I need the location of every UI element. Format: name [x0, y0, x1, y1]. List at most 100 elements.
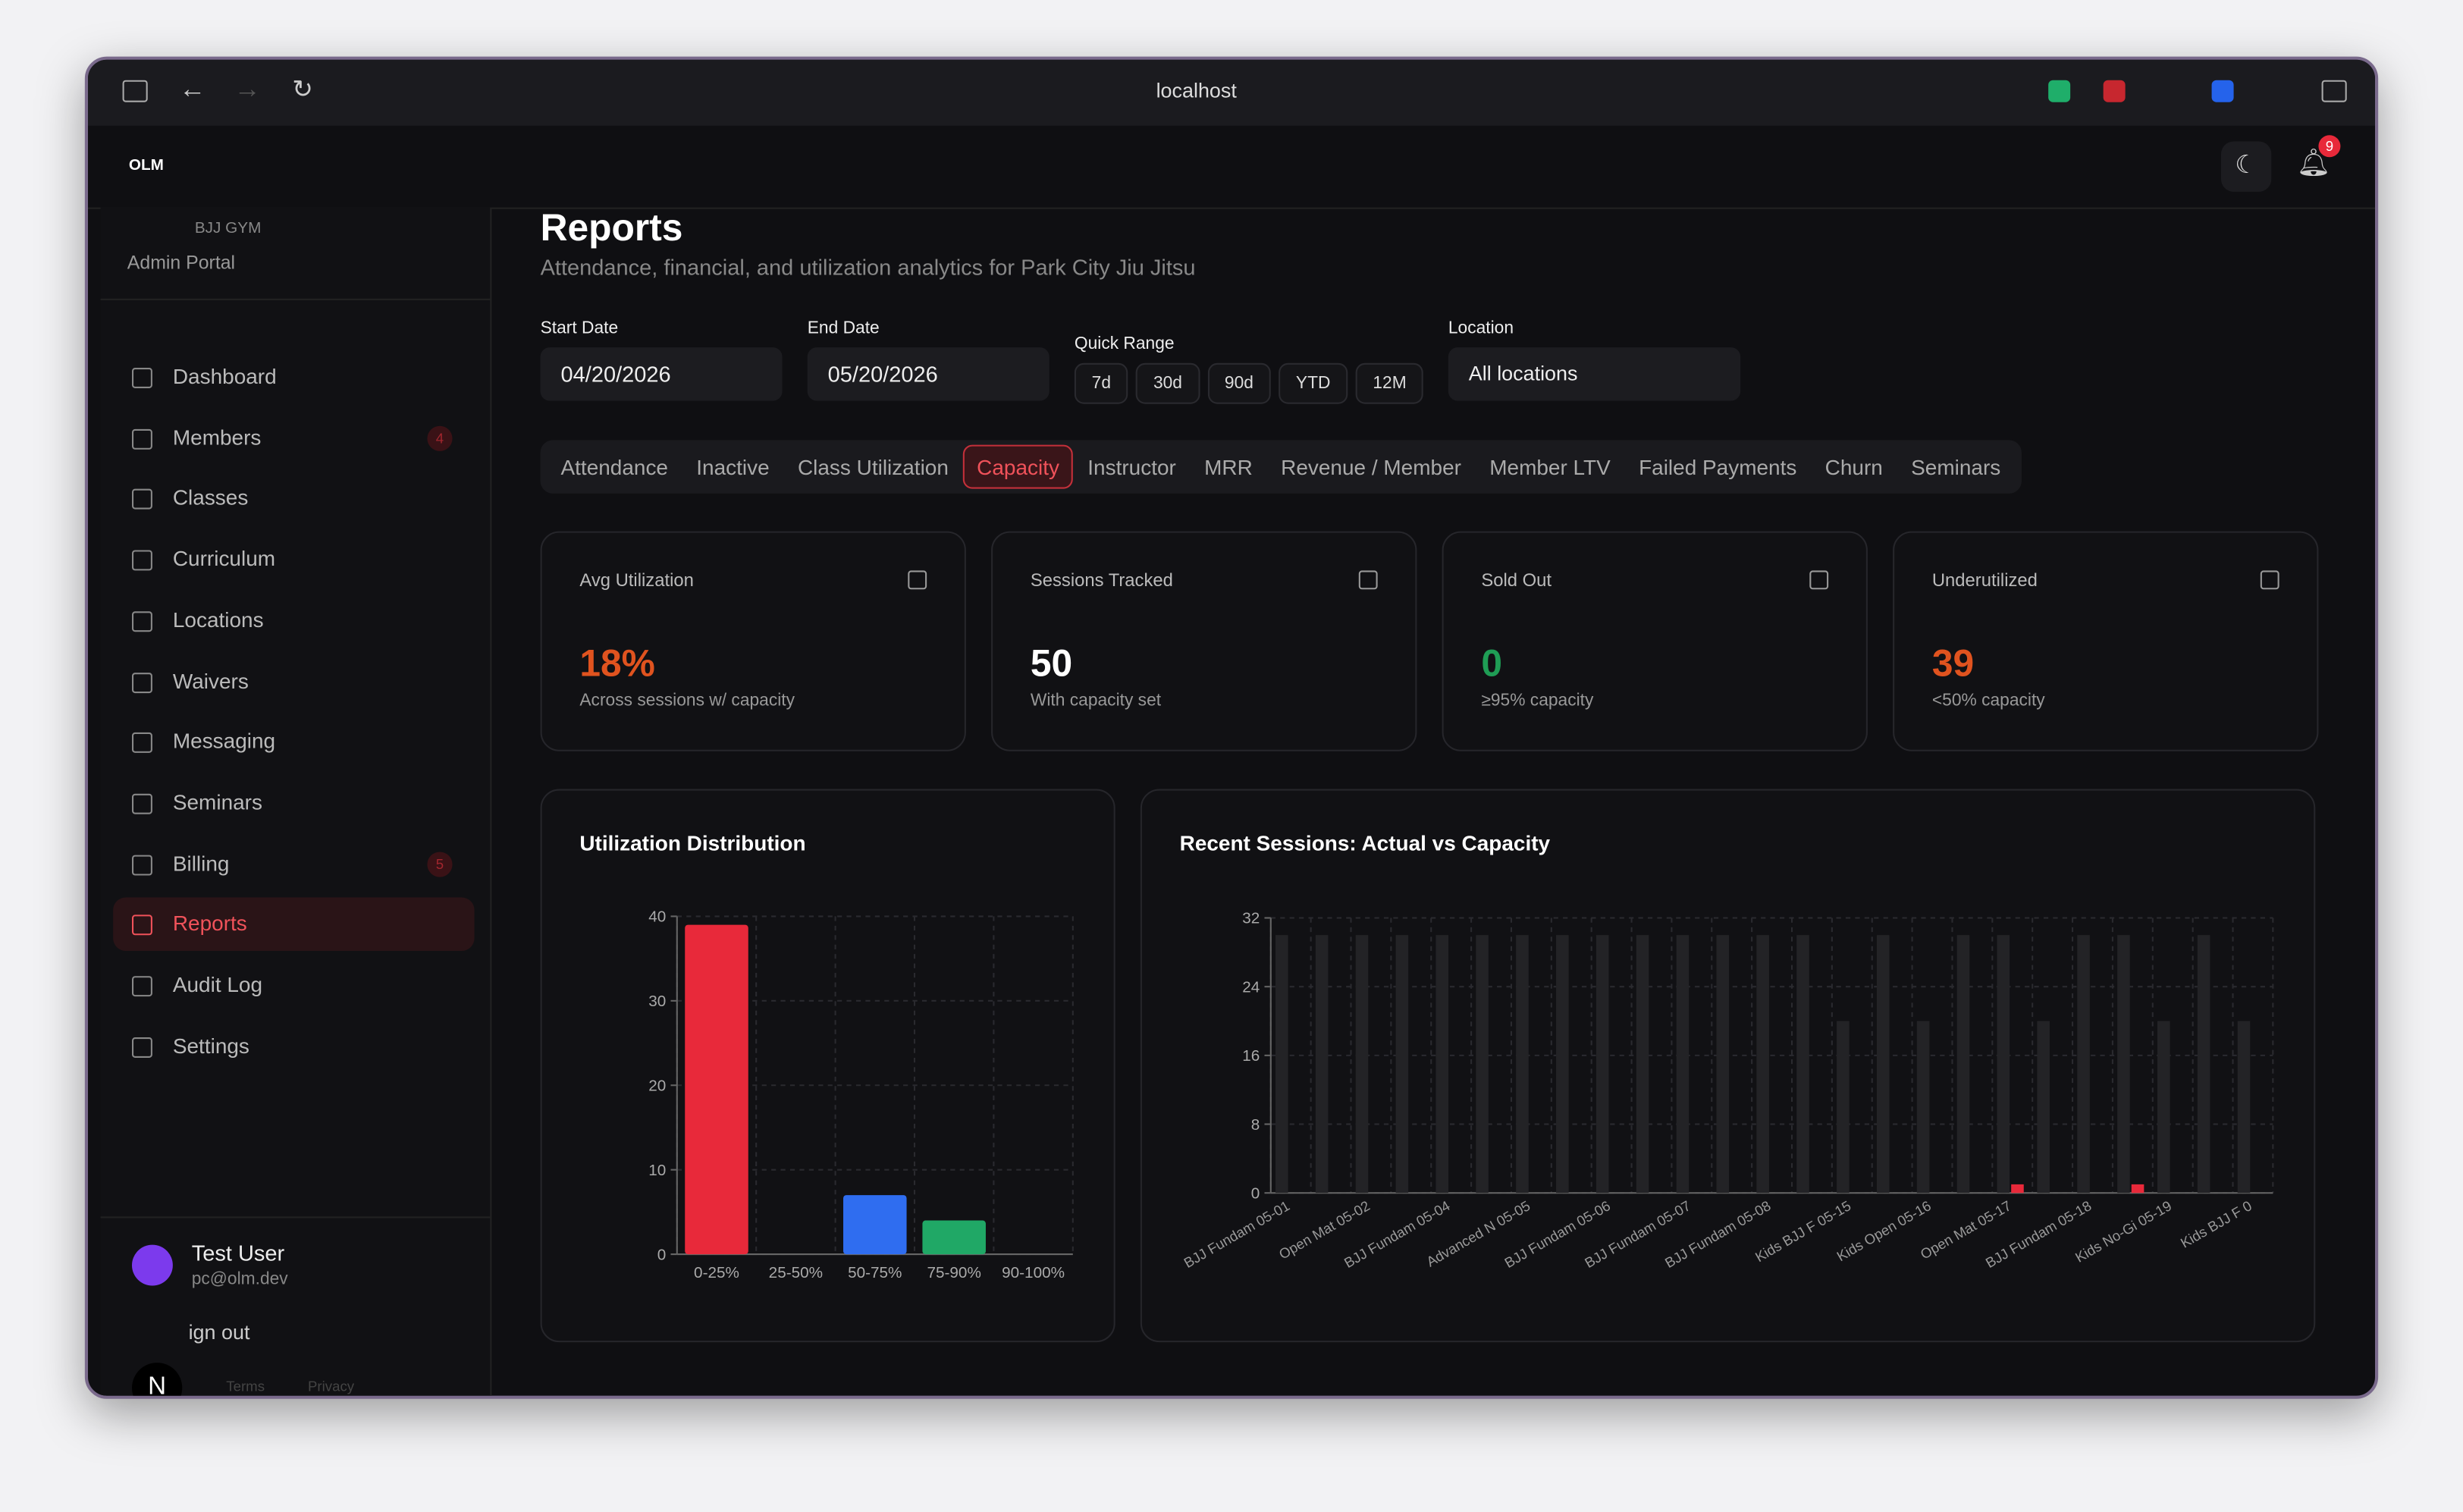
bar	[1395, 935, 1409, 1194]
tab[interactable]: MRR	[1204, 456, 1253, 480]
quick-range: 7d 30d 90d YTD 12M	[1074, 362, 1424, 404]
x-tick-label: 0-25%	[694, 1264, 739, 1281]
bar	[2011, 1184, 2024, 1194]
sign-out[interactable]: ign out	[188, 1320, 250, 1344]
sidebar-toggle[interactable]	[122, 80, 148, 102]
nav-icon	[132, 368, 152, 388]
bar	[1636, 935, 1649, 1194]
extension-icon[interactable]	[2103, 80, 2126, 102]
nav-icon	[132, 610, 152, 632]
kpi-value: 39	[1931, 642, 1975, 685]
quick-button[interactable]: 7d	[1074, 362, 1128, 404]
y-tick-label: 20	[648, 1077, 666, 1094]
x-tick-label: 25-50%	[769, 1264, 823, 1281]
y-tick-label: 0	[1251, 1184, 1260, 1202]
kpi-card: Sold Out 0 ≥95% capacity	[1442, 531, 1868, 751]
location-select[interactable]: All locations	[1448, 347, 1741, 401]
sidebar: BJJ GYM Admin Portal Test User pc@olm.de…	[100, 207, 492, 1396]
notification-badge: 9	[2318, 135, 2341, 158]
nav-badge: 5	[427, 851, 453, 877]
quick-button[interactable]: 30d	[1136, 362, 1200, 404]
bar	[1756, 935, 1769, 1194]
dev-badge[interactable]: N	[132, 1363, 183, 1396]
end-date[interactable]: 05/20/2026	[807, 347, 1050, 401]
quick-button[interactable]: YTD	[1279, 362, 1348, 404]
bar	[2197, 935, 2210, 1194]
tab[interactable]: Churn	[1825, 456, 1883, 480]
y-tick-label: 30	[648, 993, 666, 1010]
tab[interactable]: Failed Payments	[1639, 456, 1797, 480]
main: Reports Attendance, financial, and utili…	[490, 207, 2375, 1396]
user-name: Test User	[191, 1240, 285, 1266]
y-tick-label: 32	[1242, 910, 1260, 927]
divider	[100, 298, 491, 300]
split-view[interactable]	[2321, 80, 2347, 102]
nav-item[interactable]: Audit Log	[113, 958, 474, 1012]
avatar	[132, 1244, 173, 1286]
terms-link[interactable]: Terms	[226, 1378, 265, 1394]
chart: Utilization Distribution 0 10 20 30 40 0-25% 25…	[579, 831, 1074, 1281]
nav-item[interactable]: Waivers	[113, 654, 474, 707]
nav-icon	[132, 1037, 152, 1058]
theme-toggle[interactable]: ☾	[2221, 141, 2272, 192]
reload-button[interactable]: ↻	[292, 77, 314, 104]
tab[interactable]: Instructor	[1087, 456, 1176, 480]
nav-item[interactable]: Messaging	[113, 715, 474, 768]
privacy-link[interactable]: Privacy	[308, 1378, 355, 1394]
bar	[1315, 935, 1329, 1194]
nav-item[interactable]: Billing 5	[113, 837, 474, 890]
bar	[685, 924, 748, 1255]
tab[interactable]: Class Utilization	[797, 456, 949, 480]
url[interactable]: localhost	[1156, 78, 1237, 102]
quick-button[interactable]: 90d	[1207, 362, 1271, 404]
kpi-value: 50	[1030, 642, 1073, 685]
nav-item[interactable]: Classes	[113, 472, 474, 525]
bar	[1796, 935, 1809, 1194]
bar	[2237, 1021, 2251, 1194]
bar	[1556, 935, 1569, 1194]
extension-icon[interactable]	[2048, 80, 2071, 102]
nav-icon	[132, 854, 152, 875]
tab[interactable]: Capacity	[962, 444, 1074, 489]
bar	[2117, 935, 2130, 1194]
nav-item[interactable]: Settings	[113, 1020, 474, 1073]
report-tabs: Attendance Inactive Class Utilization Capac…	[540, 440, 2022, 494]
bar	[922, 1220, 986, 1255]
nav-item[interactable]: Reports	[113, 898, 475, 952]
nav-icon	[132, 672, 152, 693]
nav-item[interactable]: Locations	[113, 594, 474, 647]
tab[interactable]: Inactive	[696, 456, 770, 480]
tab[interactable]: Attendance	[560, 456, 669, 480]
bar	[2077, 935, 2090, 1194]
nav-icon	[132, 976, 152, 997]
x-tick-label: Kids BJJ F 0	[2178, 1197, 2254, 1250]
bar	[2157, 1021, 2170, 1194]
y-tick-label: 8	[1251, 1116, 1260, 1134]
nav-item[interactable]: Curriculum	[113, 533, 474, 586]
x-tick-label: BJJ Fundam 05-01	[1181, 1197, 1292, 1271]
start-date[interactable]: 04/20/2026	[540, 347, 783, 401]
browser-window: ← → ↻ localhost OLM ☾ 🔔︎ 9 BJJ GYM Admin…	[84, 56, 2379, 1399]
nav-item[interactable]: Seminars	[113, 776, 474, 830]
nav-label: Classes	[172, 486, 249, 510]
browser-toolbar: ← → ↻ localhost	[88, 59, 2376, 126]
back-button[interactable]: ←	[179, 74, 206, 104]
nav-label: Seminars	[172, 790, 262, 814]
extension-icon[interactable]	[2211, 80, 2234, 102]
tab[interactable]: Member LTV	[1489, 456, 1611, 480]
quick-button[interactable]: 12M	[1355, 362, 1424, 404]
page-title: Reports	[540, 207, 683, 250]
nav-label: Messaging	[172, 729, 276, 754]
nav-item[interactable]: Dashboard	[113, 350, 474, 403]
x-tick-label: 75-90%	[927, 1264, 980, 1281]
logo[interactable]: OLM	[128, 157, 164, 175]
nav-label: Dashboard	[172, 364, 277, 388]
tab[interactable]: Revenue / Member	[1281, 456, 1461, 480]
forward-button[interactable]: →	[234, 74, 261, 104]
nav-item[interactable]: Members 4	[113, 411, 474, 464]
tab[interactable]: Seminars	[1911, 456, 2001, 480]
end-label: End Date	[807, 318, 880, 338]
y-tick-label: 40	[648, 908, 666, 926]
